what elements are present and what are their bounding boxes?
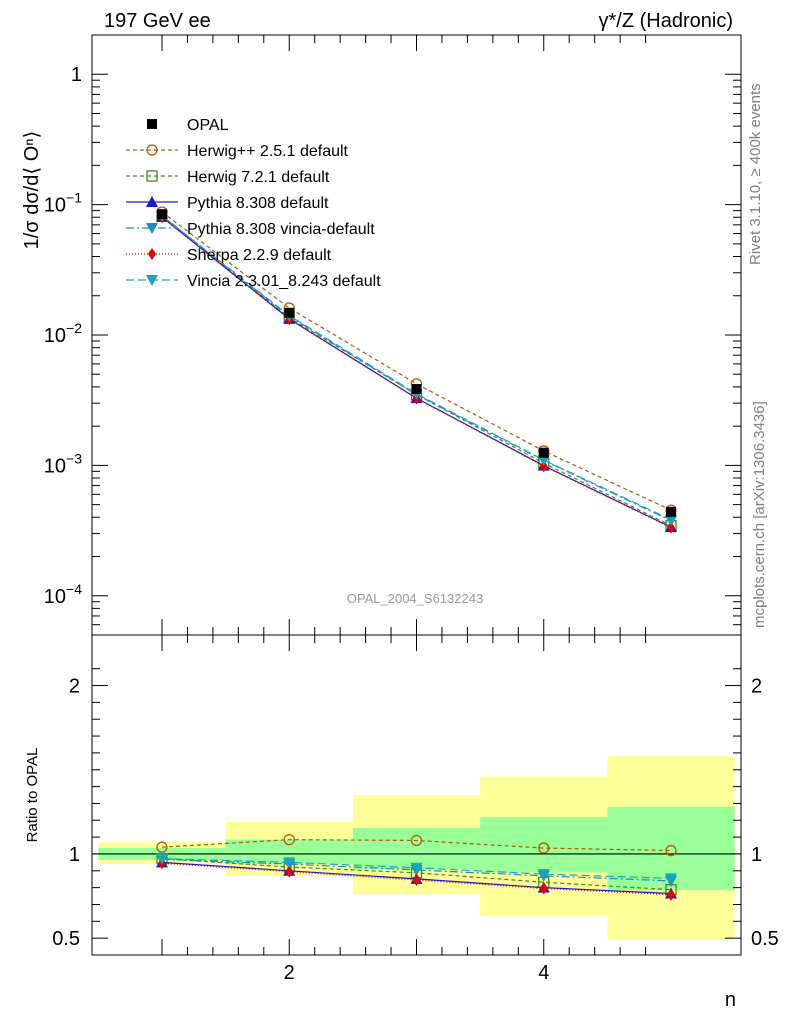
legend-entry-5: Sherpa 2.2.9 default xyxy=(126,247,332,264)
legend-entry-1: Herwig++ 2.5.1 default xyxy=(126,143,349,160)
data-point xyxy=(410,834,423,847)
data-point xyxy=(539,882,548,895)
ratio-y-tick-label: 0.5 xyxy=(52,928,80,950)
ratio-bands xyxy=(92,756,741,940)
main-series xyxy=(155,206,678,534)
data-point xyxy=(283,833,295,846)
main-y-tick-label: 10−2 xyxy=(44,320,82,347)
ratio-y-tick-label-right: 1 xyxy=(751,844,762,866)
axes: 1 10−1 10−2 10−3 10−4 0.5 0.5 1 1 2 2 2 4 xyxy=(44,34,779,984)
data-point xyxy=(146,170,158,182)
analysis-watermark: OPAL_2004_S6132243 xyxy=(347,591,483,606)
data-point xyxy=(147,119,157,129)
ratio-y-tick-label: 1 xyxy=(69,844,80,866)
data-point xyxy=(146,196,158,207)
chart-title-left: 197 GeV ee xyxy=(104,10,211,32)
legend-entry-4: Pythia 8.308 vincia-default xyxy=(126,221,375,238)
legend-entry-2: Herwig 7.2.1 default xyxy=(126,169,330,186)
ratio-y-tick-label-right: 2 xyxy=(751,676,762,698)
data-point xyxy=(667,888,676,901)
ratio-y-tick-label-right: 0.5 xyxy=(751,928,779,950)
series-line xyxy=(161,211,672,511)
data-points-opal xyxy=(156,209,677,517)
legend-label: Vincia 2.3.01_8.243 default xyxy=(187,273,381,290)
series-ratio-0 xyxy=(156,833,677,857)
data-point xyxy=(537,869,550,881)
legend-label: Herwig 7.2.1 default xyxy=(187,169,330,186)
legend-label: Pythia 8.308 default xyxy=(187,195,329,212)
series-line xyxy=(161,858,672,882)
legend-label: Pythia 8.308 vincia-default xyxy=(187,221,375,238)
main-y-axis-label: 1/σ dσ/d⟨ Oⁿ⟩ xyxy=(21,131,43,250)
data-point xyxy=(538,842,550,854)
data-point xyxy=(146,144,158,156)
data-point xyxy=(146,275,158,286)
main-y-tick-label: 10−4 xyxy=(44,581,82,608)
chart-title-right: γ*/Z (Hadronic) xyxy=(599,10,733,32)
data-point xyxy=(155,853,168,865)
data-point xyxy=(146,223,158,234)
legend-entry-0: OPAL xyxy=(147,117,229,134)
ratio-band-inner xyxy=(352,827,481,870)
data-point xyxy=(284,307,295,318)
data-point xyxy=(538,447,549,458)
x-tick-label: 2 xyxy=(284,962,295,984)
data-point xyxy=(666,506,677,517)
data-point xyxy=(665,873,678,885)
data-point xyxy=(148,248,156,260)
legend: OPAL Herwig++ 2.5.1 default Herwig 7.2.1 d… xyxy=(126,117,381,290)
data-point xyxy=(285,865,294,878)
data-point xyxy=(667,521,676,534)
data-point xyxy=(411,384,422,395)
x-tick-label: 4 xyxy=(538,962,549,984)
main-y-tick-label: 10−1 xyxy=(44,190,82,217)
data-point xyxy=(665,514,678,526)
main-y-tick-label: 10−3 xyxy=(44,450,82,477)
ratio-y-tick-label: 2 xyxy=(69,676,80,698)
main-y-tick-label: 1 xyxy=(71,64,82,86)
x-axis-label: n xyxy=(725,989,736,1011)
data-point xyxy=(410,862,423,874)
ratio-band-inner xyxy=(480,816,608,873)
ratio-y-axis-label: Ratio to OPAL xyxy=(24,748,41,843)
data-point xyxy=(283,857,296,869)
legend-entry-3: Pythia 8.308 default xyxy=(126,195,329,212)
legend-label: Sherpa 2.2.9 default xyxy=(187,247,332,264)
legend-entry-6: Vincia 2.3.01_8.243 default xyxy=(126,273,381,290)
legend-label: Herwig++ 2.5.1 default xyxy=(187,143,349,160)
data-point xyxy=(156,209,167,220)
data-point xyxy=(156,841,168,853)
rivet-label: Rivet 3.1.10, ≥ 400k events xyxy=(747,83,764,265)
series-line xyxy=(161,839,672,852)
series-ratio-5 xyxy=(155,853,678,885)
ratio-series xyxy=(155,833,678,901)
mcplots-label: mcplots.cern.ch [arXiv:1306.3436] xyxy=(751,401,768,628)
data-point xyxy=(412,874,421,887)
legend-label: OPAL xyxy=(187,117,229,134)
data-point xyxy=(665,844,677,857)
data-point xyxy=(539,460,548,473)
